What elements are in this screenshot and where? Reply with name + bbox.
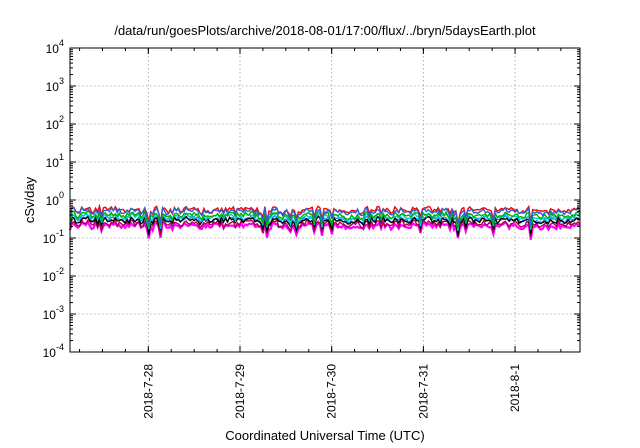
x-axis-label: Coordinated Universal Time (UTC) (225, 428, 424, 443)
grid-layer (70, 48, 580, 352)
y-tick-label: 104 (46, 38, 64, 56)
y-tick-label: 10-2 (43, 266, 64, 284)
series-line (69, 217, 581, 237)
y-tick-labels: 10-4 10-3 10-2 10-1 100 101 102 103 104 (43, 38, 64, 360)
y-tick-label: 102 (46, 114, 64, 132)
x-tick-label: 2018-7-29 (233, 364, 247, 419)
x-tick-label: 2018-8-1 (508, 364, 522, 412)
y-tick-label: 103 (46, 76, 64, 94)
x-tick-label: 2018-7-31 (416, 364, 430, 419)
x-tick-label: 2018-7-28 (141, 364, 155, 419)
y-tick-label: 10-3 (43, 304, 64, 322)
y-tick-label: 10-1 (43, 228, 64, 246)
x-tick-label: 2018-7-30 (325, 364, 339, 419)
series-layer (68, 203, 581, 240)
y-axis-label: cSv/day (22, 176, 37, 223)
series-line (69, 205, 581, 225)
y-tick-label: 100 (46, 190, 64, 208)
chart-title: /data/run/goesPlots/archive/2018-08-01/1… (114, 23, 536, 38)
y-tick-label: 10-4 (43, 342, 64, 360)
tick-layer (70, 47, 580, 353)
x-tick-labels: 2018-7-28 2018-7-29 2018-7-30 2018-7-31 2018… (141, 364, 522, 419)
y-tick-label: 101 (46, 152, 64, 170)
